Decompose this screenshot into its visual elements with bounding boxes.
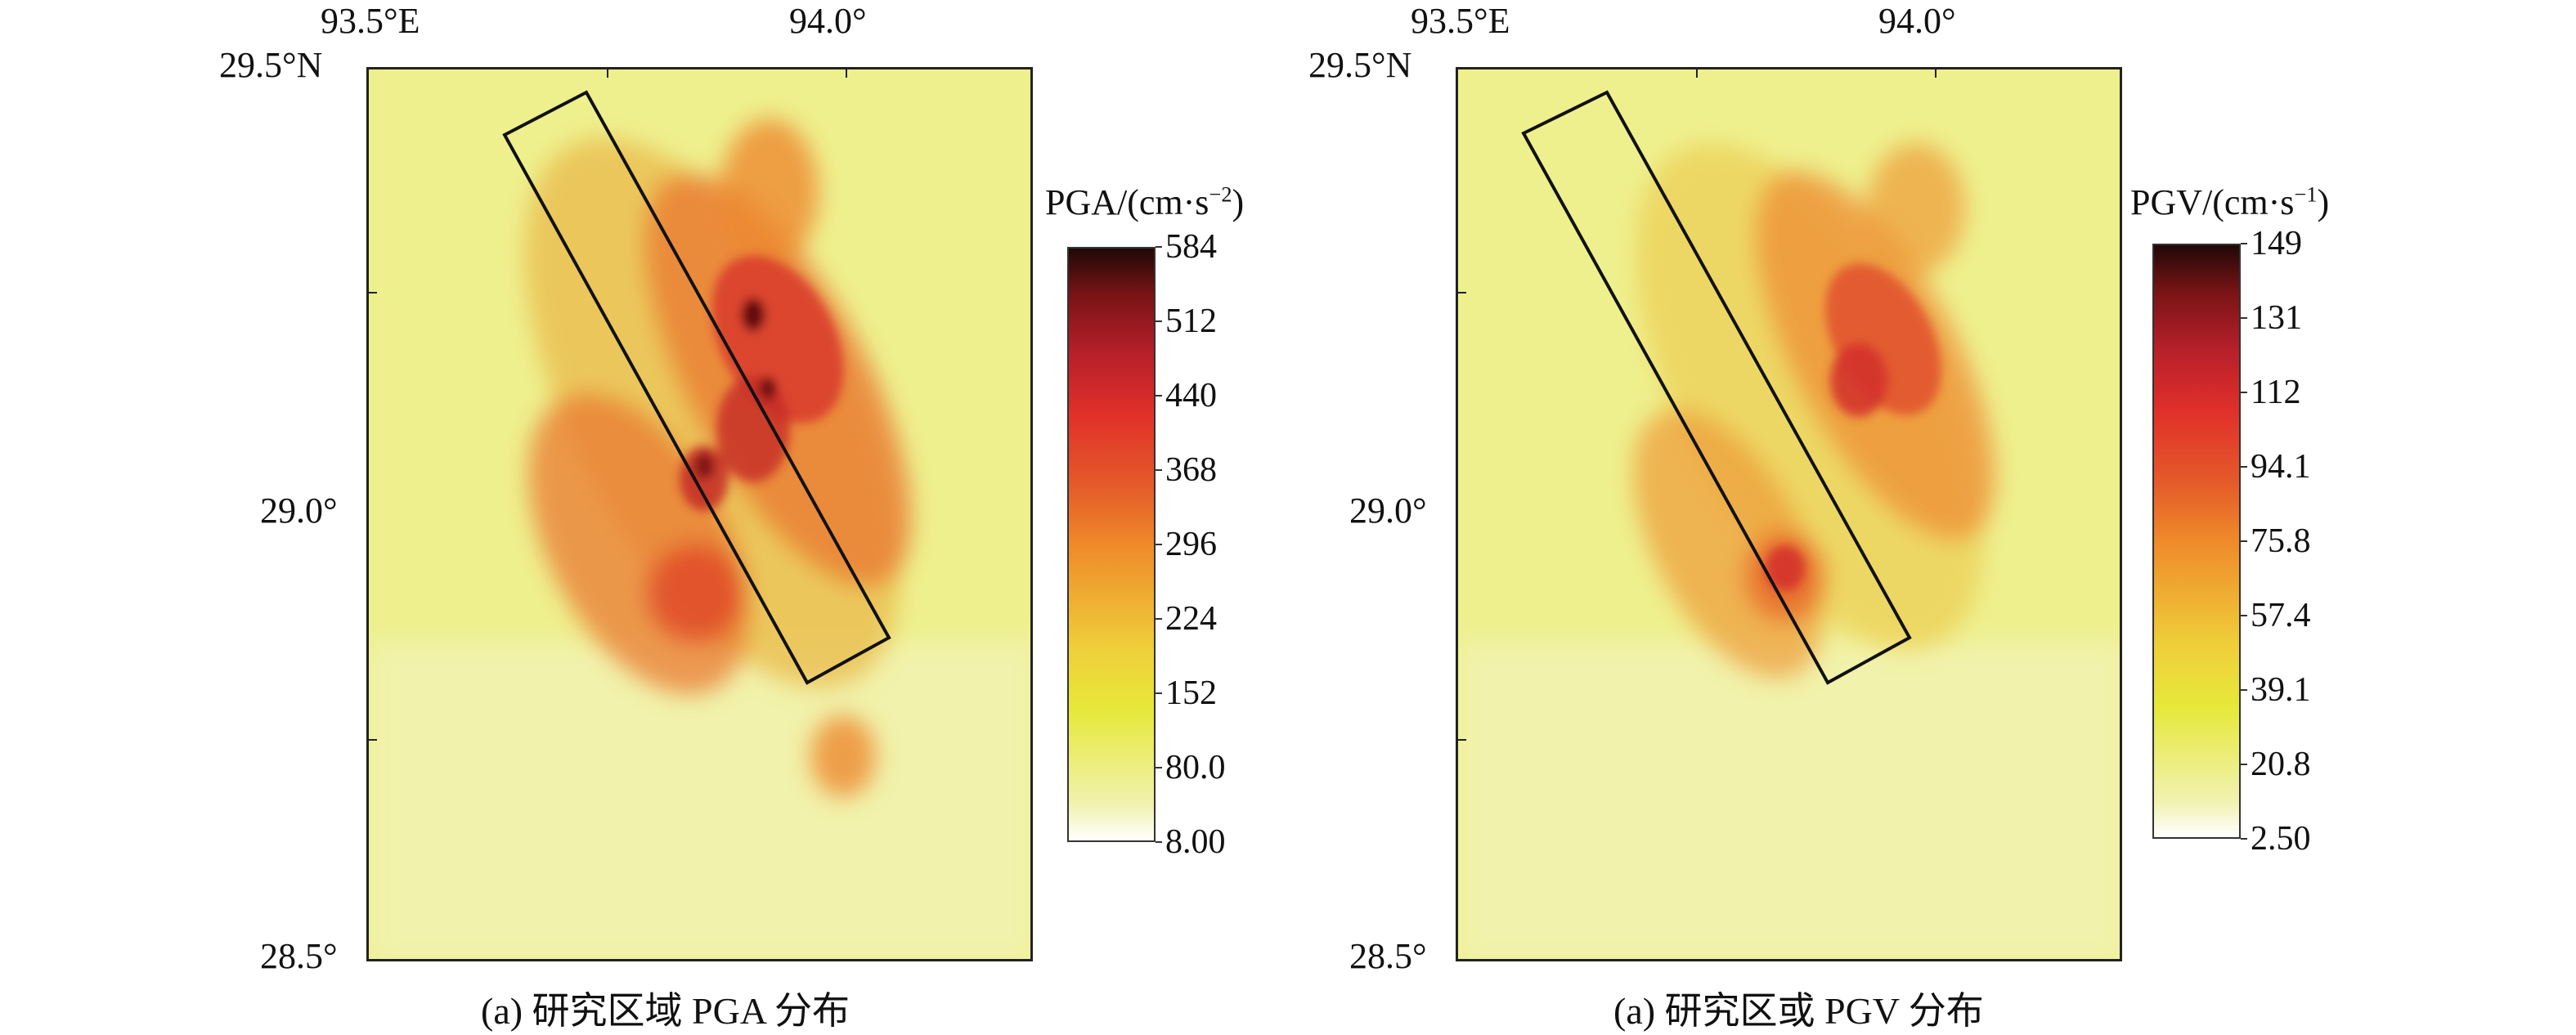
pga-panel: 93.5°E 94.0° 29.5°N 29.0° 28.5° xyxy=(0,0,1288,1033)
colorbar-tick-label: 440 xyxy=(1165,377,1217,414)
colorbar-tick-label: 224 xyxy=(1165,600,1217,638)
colorbar-tick-label: 20.8 xyxy=(2251,746,2311,783)
colorbar-tick-label: 149 xyxy=(2251,225,2302,262)
colorbar-tick-mark xyxy=(1156,469,1162,471)
pga-left-ticks xyxy=(369,292,377,741)
colorbar-tick-mark xyxy=(1156,320,1162,322)
colorbar-tick-label: 57.4 xyxy=(2251,597,2311,634)
pgv-map xyxy=(1456,67,2122,961)
colorbar-tick-mark xyxy=(2241,540,2247,542)
colorbar-tick-label: 8.00 xyxy=(1165,823,1226,861)
colorbar-tick-mark xyxy=(2241,615,2247,616)
colorbar-tick-mark xyxy=(1156,841,1162,843)
pgv-map-svg xyxy=(1458,69,2120,959)
colorbar-tick-label: 584 xyxy=(1165,228,1217,266)
pga-map-svg xyxy=(369,69,1030,959)
colorbar-tick-label: 75.8 xyxy=(2251,522,2311,560)
colorbar-tick-mark xyxy=(1156,767,1162,768)
x-tick-label-93-5: 93.5°E xyxy=(321,1,420,41)
y-tick-label-29-5: 29.5°N xyxy=(1308,45,1412,85)
colorbar-tick-mark xyxy=(2241,317,2247,319)
pga-map xyxy=(366,67,1033,961)
pga-fault-rectangle xyxy=(502,90,891,685)
colorbar-tick-mark xyxy=(2241,392,2247,393)
pgv-intensity-core xyxy=(1766,263,1941,591)
pga-colorbar xyxy=(1067,247,1156,842)
colorbar-tick-label: 152 xyxy=(1165,674,1217,712)
y-tick-label-29-0: 29.0° xyxy=(260,491,338,531)
colorbar-tick-mark xyxy=(2241,243,2247,244)
y-tick-label-28-5: 28.5° xyxy=(1349,936,1427,976)
pga-caption: (a) 研究区域 PGA 分布 xyxy=(481,990,850,1032)
colorbar-tick-mark xyxy=(1156,395,1162,397)
y-tick-label-29-5: 29.5°N xyxy=(219,45,323,85)
pga-colorbar-title: PGA/(cm·s−2) xyxy=(1045,181,1245,222)
y-tick-label-29-0: 29.0° xyxy=(1349,491,1427,531)
colorbar-tick-label: 94.1 xyxy=(2251,448,2311,486)
y-tick-label-28-5: 28.5° xyxy=(260,936,338,976)
pgv-panel: 93.5°E 94.0° 29.5°N 29.0° 28.5° xyxy=(1288,0,2576,1033)
pgv-left-ticks xyxy=(1458,292,1466,741)
pga-top-ticks xyxy=(607,69,847,78)
pgv-caption: (a) 研究区或 PGV 分布 xyxy=(1613,990,1984,1032)
colorbar-tick-mark xyxy=(2241,838,2247,840)
x-tick-label-94-0: 94.0° xyxy=(789,1,867,41)
colorbar-tick-mark xyxy=(2241,764,2247,765)
colorbar-tick-label: 39.1 xyxy=(2251,671,2311,709)
pga-intensity-field xyxy=(524,119,912,797)
colorbar-tick-mark xyxy=(1156,544,1162,545)
pgv-colorbar xyxy=(2152,244,2241,839)
pgv-fault-rectangle xyxy=(1521,90,1912,685)
colorbar-tick-label: 296 xyxy=(1165,526,1217,563)
pgv-colorbar-title: PGV/(cm·s−1) xyxy=(2130,181,2330,222)
colorbar-tick-label: 368 xyxy=(1165,451,1217,489)
x-tick-label-94-0: 94.0° xyxy=(1878,1,1956,41)
colorbar-tick-label: 512 xyxy=(1165,302,1217,340)
colorbar-tick-mark xyxy=(1156,692,1162,694)
colorbar-tick-mark xyxy=(2241,466,2247,468)
x-tick-label-93-5: 93.5°E xyxy=(1411,1,1510,41)
colorbar-tick-label: 112 xyxy=(2251,374,2301,411)
colorbar-tick-label: 131 xyxy=(2251,299,2302,337)
colorbar-tick-mark xyxy=(2241,689,2247,691)
colorbar-tick-mark xyxy=(1156,618,1162,620)
pgv-top-ticks xyxy=(1696,69,1936,78)
colorbar-tick-label: 2.50 xyxy=(2251,820,2311,858)
colorbar-tick-mark xyxy=(1156,246,1162,248)
colorbar-tick-label: 80.0 xyxy=(1165,749,1226,786)
